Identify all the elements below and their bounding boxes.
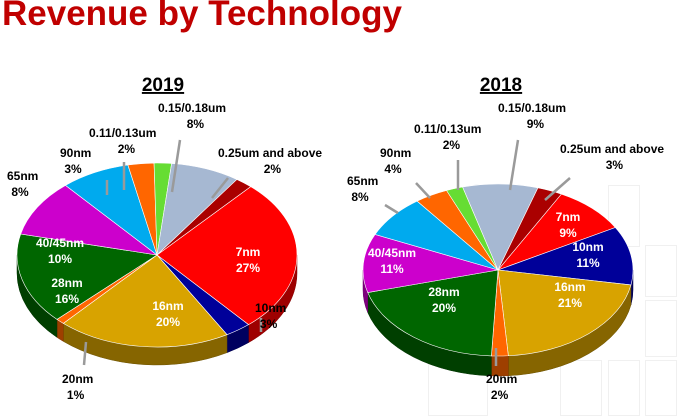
slice-value-0-25um-and-above: 3% xyxy=(606,158,624,172)
slice-label-0-15-0-18um: 0.15/0.18um xyxy=(158,101,226,115)
slice-value-7nm: 9% xyxy=(559,226,577,240)
leader-lines xyxy=(384,139,571,366)
slice-value-16nm: 20% xyxy=(156,315,180,329)
leader-line-90nm xyxy=(415,182,431,199)
leader-line-0-15-0-18um xyxy=(508,139,520,191)
slice-value-28nm: 16% xyxy=(55,292,79,306)
slice-label-40-45nm: 40/45nm xyxy=(36,236,84,250)
slice-label-90nm: 90nm xyxy=(60,146,91,160)
slice-label-10nm: 10nm xyxy=(572,240,603,254)
pie-slices xyxy=(362,183,634,357)
slice-value-0-15-0-18um: 8% xyxy=(187,117,205,131)
slice-value-28nm: 20% xyxy=(432,301,456,315)
slice-label-20nm: 20nm xyxy=(62,372,93,386)
leader-lines xyxy=(82,139,263,366)
pie-slice-7nm[interactable] xyxy=(156,186,298,326)
pie-slice-16nm[interactable] xyxy=(62,254,228,348)
background-decoration xyxy=(645,245,677,297)
slice-label-90nm: 90nm xyxy=(380,146,411,160)
pie-slice-10nm[interactable] xyxy=(497,227,634,286)
slice-value-7nm: 27% xyxy=(236,261,260,275)
slice-value-0-11-0-13um: 2% xyxy=(443,138,461,152)
slice-value-16nm: 21% xyxy=(558,296,582,310)
slice-value-20nm: 2% xyxy=(491,388,509,402)
leader-line-0-25um-and-above xyxy=(211,177,229,199)
slice-label-7nm: 7nm xyxy=(556,210,581,224)
pie-slice-28nm[interactable] xyxy=(367,269,499,357)
slice-value-10nm: 11% xyxy=(576,256,600,270)
slice-value-65nm: 8% xyxy=(351,190,369,204)
pie-chart-2019: 7nm 27% 10nm 3% 16nm 20% 20nm 1% 28nm 16% 40/45nm 1… xyxy=(7,75,322,402)
slice-label-0-25um-and-above: 0.25um and above xyxy=(560,142,664,156)
slice-label-65nm: 65nm xyxy=(7,169,38,183)
slice-value-90nm: 3% xyxy=(64,162,82,176)
pie-slice-16nm[interactable] xyxy=(497,269,632,357)
background-decoration xyxy=(608,360,640,416)
pie-slices xyxy=(16,162,298,348)
slice-value-0-25um-and-above: 2% xyxy=(264,162,282,176)
background-decoration xyxy=(645,300,677,357)
slice-value-90nm: 4% xyxy=(384,162,402,176)
slice-labels: 7nm 27% 10nm 3% 16nm 20% 20nm 1% 28nm 16% 40/45nm 1… xyxy=(7,101,322,402)
slice-label-20nm: 20nm xyxy=(486,372,517,386)
slice-label-40-45nm: 40/45nm xyxy=(368,246,416,260)
slice-label-16nm: 16nm xyxy=(554,280,585,294)
page-title: Revenue by Technology xyxy=(2,0,402,33)
slice-label-28nm: 28nm xyxy=(51,276,82,290)
leader-line-0-25um-and-above xyxy=(544,177,571,201)
pie-slice-0-25um-and-above[interactable] xyxy=(497,187,562,271)
slice-label-0-15-0-18um: 0.15/0.18um xyxy=(498,101,566,115)
leader-line-20nm xyxy=(82,341,88,366)
slice-value-40-45nm: 11% xyxy=(380,262,404,276)
pie-chart-2018: 7nm9%10nm11%16nm21%20nm2%28nm20%40/45nm1… xyxy=(347,75,664,402)
pie-slice-40-45nm[interactable] xyxy=(20,184,158,256)
slice-label-65nm: 65nm xyxy=(347,174,378,188)
pie-slice-28nm[interactable] xyxy=(16,233,158,320)
leader-line-65nm xyxy=(384,203,399,215)
background-decoration xyxy=(560,360,602,416)
slice-label-16nm: 16nm xyxy=(152,299,183,313)
slice-labels: 7nm9%10nm11%16nm21%20nm2%28nm20%40/45nm1… xyxy=(347,101,664,402)
chart-title: 2019 xyxy=(142,75,184,96)
background-decoration xyxy=(645,360,677,416)
slice-value-40-45nm: 10% xyxy=(48,252,72,266)
slice-value-0-11-0-13um: 2% xyxy=(118,142,136,156)
pie-slice-40-45nm[interactable] xyxy=(362,234,499,293)
slice-label-28nm: 28nm xyxy=(428,285,459,299)
leader-line-0-15-0-18um xyxy=(170,139,182,193)
slice-value-20nm: 1% xyxy=(67,388,85,402)
slice-value-10nm: 3% xyxy=(260,317,278,331)
slice-value-0-15-0-18um: 9% xyxy=(527,117,545,131)
slice-label-0-11-0-13um: 0.11/0.13um xyxy=(414,122,481,136)
chart-title: 2018 xyxy=(480,75,522,96)
slice-label-10nm: 10nm xyxy=(255,301,286,315)
slice-value-65nm: 8% xyxy=(11,185,29,199)
slice-label-0-11-0-13um: 0.11/0.13um xyxy=(89,126,156,140)
slice-label-0-25um-and-above: 0.25um and above xyxy=(218,146,322,160)
pie-slice-0-25um-and-above[interactable] xyxy=(156,179,252,256)
slice-label-7nm: 7nm xyxy=(236,245,261,259)
